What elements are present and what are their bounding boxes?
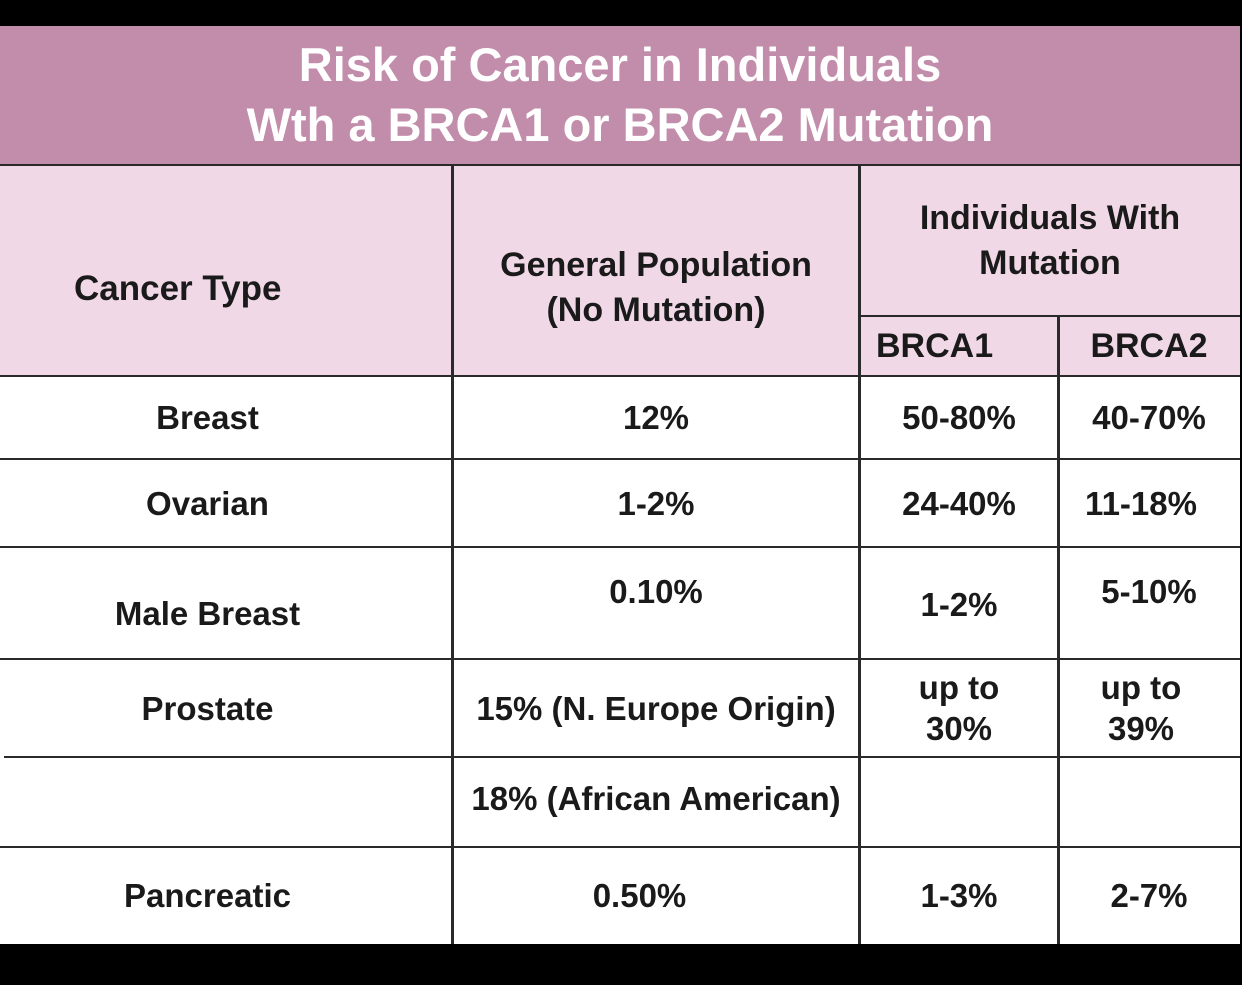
- table-title: Risk of Cancer in Individuals Wth a BRCA…: [0, 26, 1240, 166]
- header-brca2: BRCA2: [1058, 316, 1240, 376]
- grid-line-col-3: [1057, 316, 1060, 944]
- grid-line-row-2: [0, 546, 1240, 548]
- row-prostate-brca2-line2: 39%: [1107, 710, 1175, 747]
- grid-line-row-1: [0, 458, 1240, 460]
- grid-line-col-1: [451, 166, 454, 944]
- row-breast-cancer: Breast: [156, 399, 259, 436]
- header-mutation-group-line2: Mutation: [979, 244, 1121, 282]
- row-prostate-brca2: up to 39%: [1058, 659, 1224, 757]
- header-general-population: General Population (No Mutation): [452, 166, 860, 376]
- title-line-2: Wth a BRCA1 or BRCA2 Mutation: [246, 98, 994, 151]
- header-general-population-line1: General Population: [500, 246, 812, 284]
- grid-line-col-2: [858, 166, 861, 944]
- row-breast-brca1: 50-80%: [902, 399, 1016, 436]
- row-prostate-general: 15% (N. Europe Origin): [476, 689, 836, 727]
- grid-line-mutation-header: [860, 315, 1240, 317]
- grid-line-row-3: [0, 658, 1240, 660]
- row-male-breast-general: 0.10%: [609, 572, 703, 610]
- row-prostate-2-cancer: [0, 757, 415, 847]
- header-mutation-group-line1: Individuals With: [919, 199, 1181, 237]
- row-ovarian-cancer: Ovarian: [146, 484, 269, 522]
- row-prostate-2-brca1: [860, 757, 1058, 847]
- grid-line-header-bottom: [0, 375, 1240, 377]
- header-cancer-type: Cancer Type: [0, 166, 452, 376]
- row-ovarian-brca2: 11-18%: [1085, 484, 1197, 522]
- row-prostate-2-general: 18% (African American): [471, 779, 841, 817]
- header-cancer-type-label: Cancer Type: [74, 268, 282, 308]
- row-prostate-brca1: up to 30%: [860, 659, 1058, 757]
- header-mutation-group: Individuals With Mutation: [860, 166, 1240, 316]
- grid-line-row-5: [0, 846, 1240, 848]
- row-prostate-cancer: Prostate: [141, 689, 274, 727]
- row-male-breast-brca1: 1-2%: [920, 585, 998, 623]
- header-brca2-label: BRCA2: [1090, 326, 1208, 365]
- title-line-1: Risk of Cancer in Individuals: [298, 38, 942, 91]
- row-prostate-2-brca2: [1058, 757, 1240, 847]
- row-breast-general: 12%: [622, 399, 690, 436]
- header-brca1: BRCA1: [860, 316, 1058, 376]
- row-pancreatic-cancer: Pancreatic: [124, 877, 291, 914]
- row-breast-brca2: 40-70%: [1092, 399, 1206, 436]
- row-male-breast-brca2: 5-10%: [1101, 572, 1197, 610]
- row-prostate-brca2-line1: up to: [1100, 669, 1182, 706]
- grid-line-row-4: [4, 756, 1240, 758]
- row-prostate-brca1-line1: up to: [918, 669, 1000, 706]
- row-prostate-brca1-line2: 30%: [925, 710, 993, 747]
- row-pancreatic-general: 0.50%: [592, 877, 687, 914]
- row-male-breast-cancer: Male Breast: [114, 594, 301, 632]
- brca-risk-table: Risk of Cancer in Individuals Wth a BRCA…: [0, 26, 1240, 944]
- header-general-population-line2: (No Mutation): [546, 291, 766, 329]
- row-ovarian-brca1: 24-40%: [902, 484, 1016, 522]
- row-pancreatic-brca2: 2-7%: [1110, 877, 1188, 914]
- row-pancreatic-brca1: 1-3%: [920, 877, 998, 914]
- header-brca1-label: BRCA1: [876, 326, 994, 365]
- row-ovarian-general: 1-2%: [617, 484, 695, 522]
